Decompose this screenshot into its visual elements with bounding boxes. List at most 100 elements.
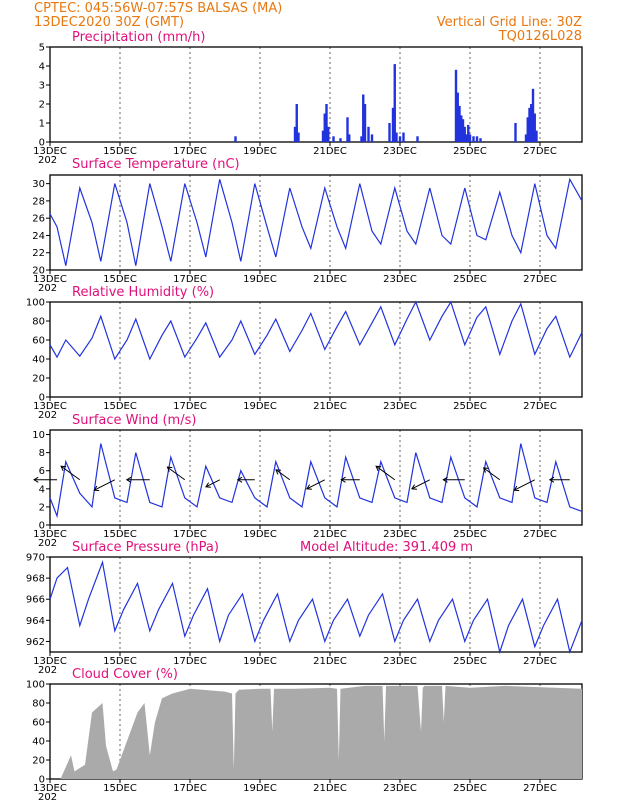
header-grid-note: Vertical Grid Line: 30Z [437,15,582,30]
temp-ytick-label: 30 [32,179,45,190]
precip-frame [49,46,583,143]
pressure-title: Surface Pressure (hPa) [72,540,219,555]
cloud-ytick-label: 80 [32,699,45,710]
header-run-time: 13DEC2020 30Z (GMT) [34,15,184,30]
precip-bar [295,104,298,142]
precip-ytick-label: 3 [39,81,45,92]
temp-xtick-label: 23DEC [383,274,417,285]
cloud-xtick-label: 25DEC [453,783,487,794]
precip-bar [416,136,419,142]
wind-arrow [167,466,186,481]
precip-bar [323,113,326,142]
precip-bar [234,136,237,142]
precip-bar [370,134,374,142]
cloud-ytick-label: 60 [32,718,45,729]
wind-xtick-label: 25DEC [453,529,487,540]
pressure-ytick-label: 968 [26,574,45,585]
wind-xtick-label: 17DEC [173,529,207,540]
pressure-xtick-label: 23DEC [383,656,417,667]
temp-xtick-label: 19DEC [243,274,277,285]
wind-arrow-head [375,465,382,471]
cloud-ytick-label: 0 [39,775,45,786]
wind-arrow [275,469,291,481]
precip-xtick-label: 25DEC [453,146,487,157]
precip-bar [348,134,351,142]
precip-bar [321,130,325,142]
rh-xtick-label: 21DEC [313,401,347,412]
cloud-ytick-label: 100 [26,680,45,691]
temp-xtick-label: 17DEC [173,274,207,285]
wind-year-label: 202 [38,538,57,549]
pressure-ytick-label: 970 [26,553,45,564]
rh-frame [49,301,583,398]
cloud-xtick-label: 17DEC [173,783,207,794]
temp-title: Surface Temperature (nC) [72,157,240,172]
temp-ytick-label: 26 [32,214,45,225]
wind-arrow-head [125,476,132,483]
wind-xtick-label: 27DEC [523,529,557,540]
pressure-xtick-label: 19DEC [243,656,277,667]
wind-ytick-label: 4 [39,484,45,495]
wind-arrow [514,479,535,491]
wind-xtick-label: 15DEC [103,529,137,540]
precip-bar [393,64,396,142]
precip-bar [461,119,465,142]
temp-frame [49,174,583,271]
temp-xtick-label: 21DEC [313,274,347,285]
rh-ytick-label: 80 [32,317,45,328]
pressure-ytick-label: 964 [26,616,45,627]
pressure-subtitle: Model Altitude: 391.409 m [300,540,473,555]
pressure-year-label: 202 [38,665,57,676]
wind-ytick-label: 10 [32,430,45,441]
temp-line [49,177,583,266]
pressure-xtick-label: 25DEC [453,656,487,667]
wind-arrow-head [33,476,39,483]
rh-xtick-label: 23DEC [383,401,417,412]
cloud-xtick-label: 19DEC [243,783,277,794]
wind-xtick-label: 23DEC [383,529,417,540]
precip-bar [458,105,461,142]
wind-arrow-head [548,476,555,483]
cloud-xtick-label: 21DEC [313,783,347,794]
precip-bar [456,92,459,142]
precip-bar [460,115,463,142]
rh-xtick-label: 13DEC [33,401,67,412]
temp-ytick-label: 28 [32,196,45,207]
pressure-ytick-label: 966 [26,595,45,606]
precip-bar [402,132,405,142]
precip-bar [468,134,472,142]
cloud-xtick-label: 15DEC [103,783,137,794]
precip-bar [388,123,391,142]
precip-bar [325,104,328,142]
precip-bar [524,134,528,142]
cloud-area [50,685,582,779]
rh-ytick-label: 40 [32,355,45,366]
cloud-xtick-label: 27DEC [523,783,557,794]
precip-xtick-label: 13DEC [33,146,67,157]
precip-xtick-label: 19DEC [243,146,277,157]
wind-arrow-head [275,469,282,475]
pressure-line [49,560,583,655]
header-code: TQ0126L028 [498,29,582,44]
pressure-frame [49,556,583,653]
rh-ytick-label: 60 [32,336,45,347]
precip-bar [465,134,468,142]
precip-bar [391,107,395,142]
cloud-xtick-label: 23DEC [383,783,417,794]
wind-arrow [60,465,81,481]
temp-ytick-label: 20 [32,266,45,277]
pressure-xtick-label: 17DEC [173,656,207,667]
precip-xtick-label: 27DEC [523,146,557,157]
precip-bar [530,104,533,142]
rh-ytick-label: 0 [39,393,45,404]
precip-bar [293,126,297,142]
wind-arrow-head [60,465,67,471]
wind-xtick-label: 19DEC [243,529,277,540]
wind-arrow-head [205,482,211,488]
wind-ytick-label: 8 [39,448,45,459]
precip-bar [475,136,479,142]
rh-xtick-label: 27DEC [523,401,557,412]
wind-xtick-label: 21DEC [313,529,347,540]
rh-line [49,300,583,361]
